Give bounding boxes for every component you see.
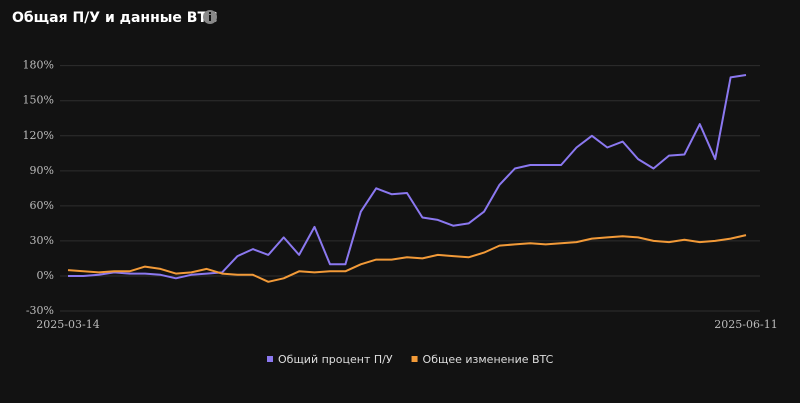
legend-label: Общее изменение BTC <box>423 353 554 366</box>
legend-item: Общий процент П/У <box>267 353 393 366</box>
legend-label: Общий процент П/У <box>278 353 393 366</box>
legend-swatch <box>267 356 273 362</box>
y-tick-label: 120% <box>23 129 54 142</box>
y-tick-label: 180% <box>23 59 54 72</box>
x-tick-label: 2025-03-14 <box>36 318 99 331</box>
y-tick-label: 60% <box>30 199 54 212</box>
y-tick-label: 30% <box>30 234 54 247</box>
legend-swatch <box>411 356 418 362</box>
info-glyph <box>209 15 211 21</box>
y-tick-label: -30% <box>26 304 54 317</box>
info-glyph <box>209 12 211 14</box>
legend-item: Общее изменение BTC <box>411 353 554 366</box>
series-line <box>67 234 747 283</box>
x-tick-label: 2025-06-11 <box>714 318 777 331</box>
chart-title: Общая П/У и данные BTC <box>12 10 217 26</box>
series-line <box>68 74 747 280</box>
y-tick-label: 0% <box>37 269 54 282</box>
info-icon[interactable] <box>203 10 217 24</box>
y-tick-label: 90% <box>30 164 54 177</box>
y-tick-label: 150% <box>23 94 54 107</box>
